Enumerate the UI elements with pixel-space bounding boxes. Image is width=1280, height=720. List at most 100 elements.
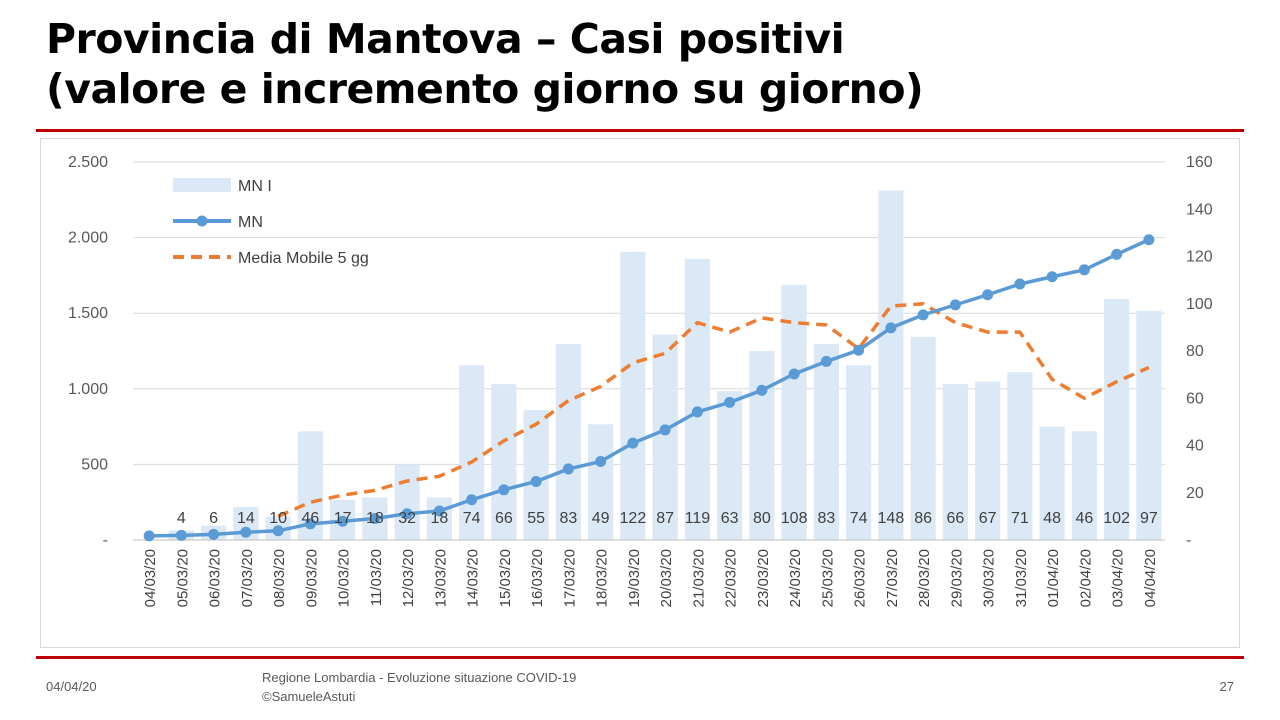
bar xyxy=(1104,299,1130,540)
data-point-mn xyxy=(756,384,768,396)
right-axis-tick-label: 120 xyxy=(1186,249,1213,266)
x-axis-tick-label: 04/04/20 xyxy=(1142,549,1159,607)
bar-data-label: 18 xyxy=(366,510,384,527)
data-point-mn xyxy=(337,515,349,527)
bar xyxy=(1007,372,1033,540)
data-point-mn xyxy=(949,299,961,311)
data-point-mn xyxy=(1014,278,1026,290)
data-point-mn xyxy=(788,368,800,380)
x-axis-tick-label: 02/04/20 xyxy=(1077,549,1094,607)
x-axis-tick-label: 25/03/20 xyxy=(819,549,836,607)
bar xyxy=(1039,426,1065,540)
bar-data-label: 83 xyxy=(559,510,577,527)
bar xyxy=(942,384,968,540)
x-axis-tick-label: 18/03/20 xyxy=(594,549,611,607)
bar-data-label: 4 xyxy=(177,510,186,527)
right-axis-tick-label: 80 xyxy=(1186,343,1204,360)
legend-label: Media Mobile 5 gg xyxy=(238,250,369,267)
data-point-mn xyxy=(272,525,284,537)
right-axis-tick-label: 160 xyxy=(1186,154,1213,171)
bar-data-label: 55 xyxy=(527,510,545,527)
data-point-mn xyxy=(853,344,865,356)
data-point-mn xyxy=(208,528,220,540)
bar xyxy=(846,365,872,540)
bar-data-label: 119 xyxy=(685,510,711,527)
bar xyxy=(781,284,807,540)
bar-data-label: 63 xyxy=(721,510,739,527)
bar xyxy=(1136,310,1162,540)
data-point-mn xyxy=(982,289,994,301)
legend-swatch-bar xyxy=(173,178,231,192)
data-point-mn xyxy=(885,322,897,334)
data-point-mn xyxy=(1046,271,1058,283)
right-axis-tick-label: 140 xyxy=(1186,201,1213,218)
legend-label: MN xyxy=(238,214,263,231)
x-axis-tick-label: 07/03/20 xyxy=(239,549,256,607)
footer-source-line1: Regione Lombardia - Evoluzione situazion… xyxy=(262,670,577,685)
x-axis-tick-label: 26/03/20 xyxy=(852,549,869,607)
bar xyxy=(459,365,485,540)
data-point-mn xyxy=(240,526,252,538)
bar xyxy=(523,410,549,540)
bar xyxy=(491,384,517,540)
x-axis-tick-label: 17/03/20 xyxy=(561,549,578,607)
x-axis-tick-label: 12/03/20 xyxy=(400,549,417,607)
bar-data-label: 122 xyxy=(620,510,647,527)
bar-data-label: 48 xyxy=(1043,510,1061,527)
x-axis-tick-label: 03/04/20 xyxy=(1110,549,1127,607)
bar xyxy=(555,343,581,540)
series-line-media-mobile xyxy=(277,302,1150,518)
bar xyxy=(717,391,743,540)
bar-data-label: 83 xyxy=(817,510,835,527)
footer-date: 04/04/20 xyxy=(46,679,97,694)
left-axis-tick-label: 1.000 xyxy=(68,381,108,398)
data-point-mn xyxy=(530,475,542,487)
left-axis-tick-label: - xyxy=(103,532,108,549)
bar-data-label: 17 xyxy=(334,510,352,527)
bar xyxy=(749,351,775,540)
bar-data-label: 6 xyxy=(209,510,218,527)
legend-swatch-marker xyxy=(196,215,208,227)
left-axis-tick-label: 500 xyxy=(81,456,108,473)
bar xyxy=(426,497,452,540)
bar xyxy=(878,190,904,540)
data-point-mn xyxy=(659,424,671,436)
x-axis-tick-label: 14/03/20 xyxy=(465,549,482,607)
top-divider xyxy=(36,129,1244,132)
x-axis-tick-label: 30/03/20 xyxy=(981,549,998,607)
bar-data-label: 80 xyxy=(753,510,771,527)
footer-source-line2: ©SamueleAstuti xyxy=(262,689,356,704)
bar-data-label: 10 xyxy=(269,510,287,527)
x-axis-tick-label: 06/03/20 xyxy=(207,549,224,607)
data-point-mn xyxy=(1078,264,1090,276)
bar-data-label: 18 xyxy=(430,510,448,527)
data-point-mn xyxy=(724,396,736,408)
data-point-mn xyxy=(498,484,510,496)
bar xyxy=(588,424,614,540)
bar-data-label: 66 xyxy=(946,510,964,527)
data-point-mn xyxy=(562,463,574,475)
bar-data-label: 97 xyxy=(1140,510,1158,527)
left-axis-tick-label: 2.500 xyxy=(68,154,108,171)
data-point-mn xyxy=(1143,234,1155,246)
data-point-mn xyxy=(369,513,381,525)
bar-data-label: 102 xyxy=(1103,510,1130,527)
bar-data-label: 46 xyxy=(1075,510,1093,527)
x-axis-tick-label: 20/03/20 xyxy=(658,549,675,607)
bar xyxy=(975,381,1001,540)
data-point-mn xyxy=(175,529,187,541)
data-point-mn xyxy=(917,309,929,321)
left-axis-tick-label: 2.000 xyxy=(68,230,108,247)
bar-data-label: 74 xyxy=(463,510,481,527)
data-point-mn xyxy=(595,456,607,468)
slide-title-line2: (valore e incremento giorno su giorno) xyxy=(46,65,924,113)
bar xyxy=(1071,431,1097,540)
x-axis-tick-label: 11/03/20 xyxy=(368,549,385,606)
x-axis-tick-label: 21/03/20 xyxy=(690,549,707,607)
data-point-mn xyxy=(304,518,316,530)
right-axis-tick-label: - xyxy=(1186,532,1191,549)
data-point-mn xyxy=(1111,248,1123,260)
bar-data-label: 32 xyxy=(398,510,416,527)
bar-data-label: 66 xyxy=(495,510,513,527)
bar-data-label: 148 xyxy=(878,510,905,527)
